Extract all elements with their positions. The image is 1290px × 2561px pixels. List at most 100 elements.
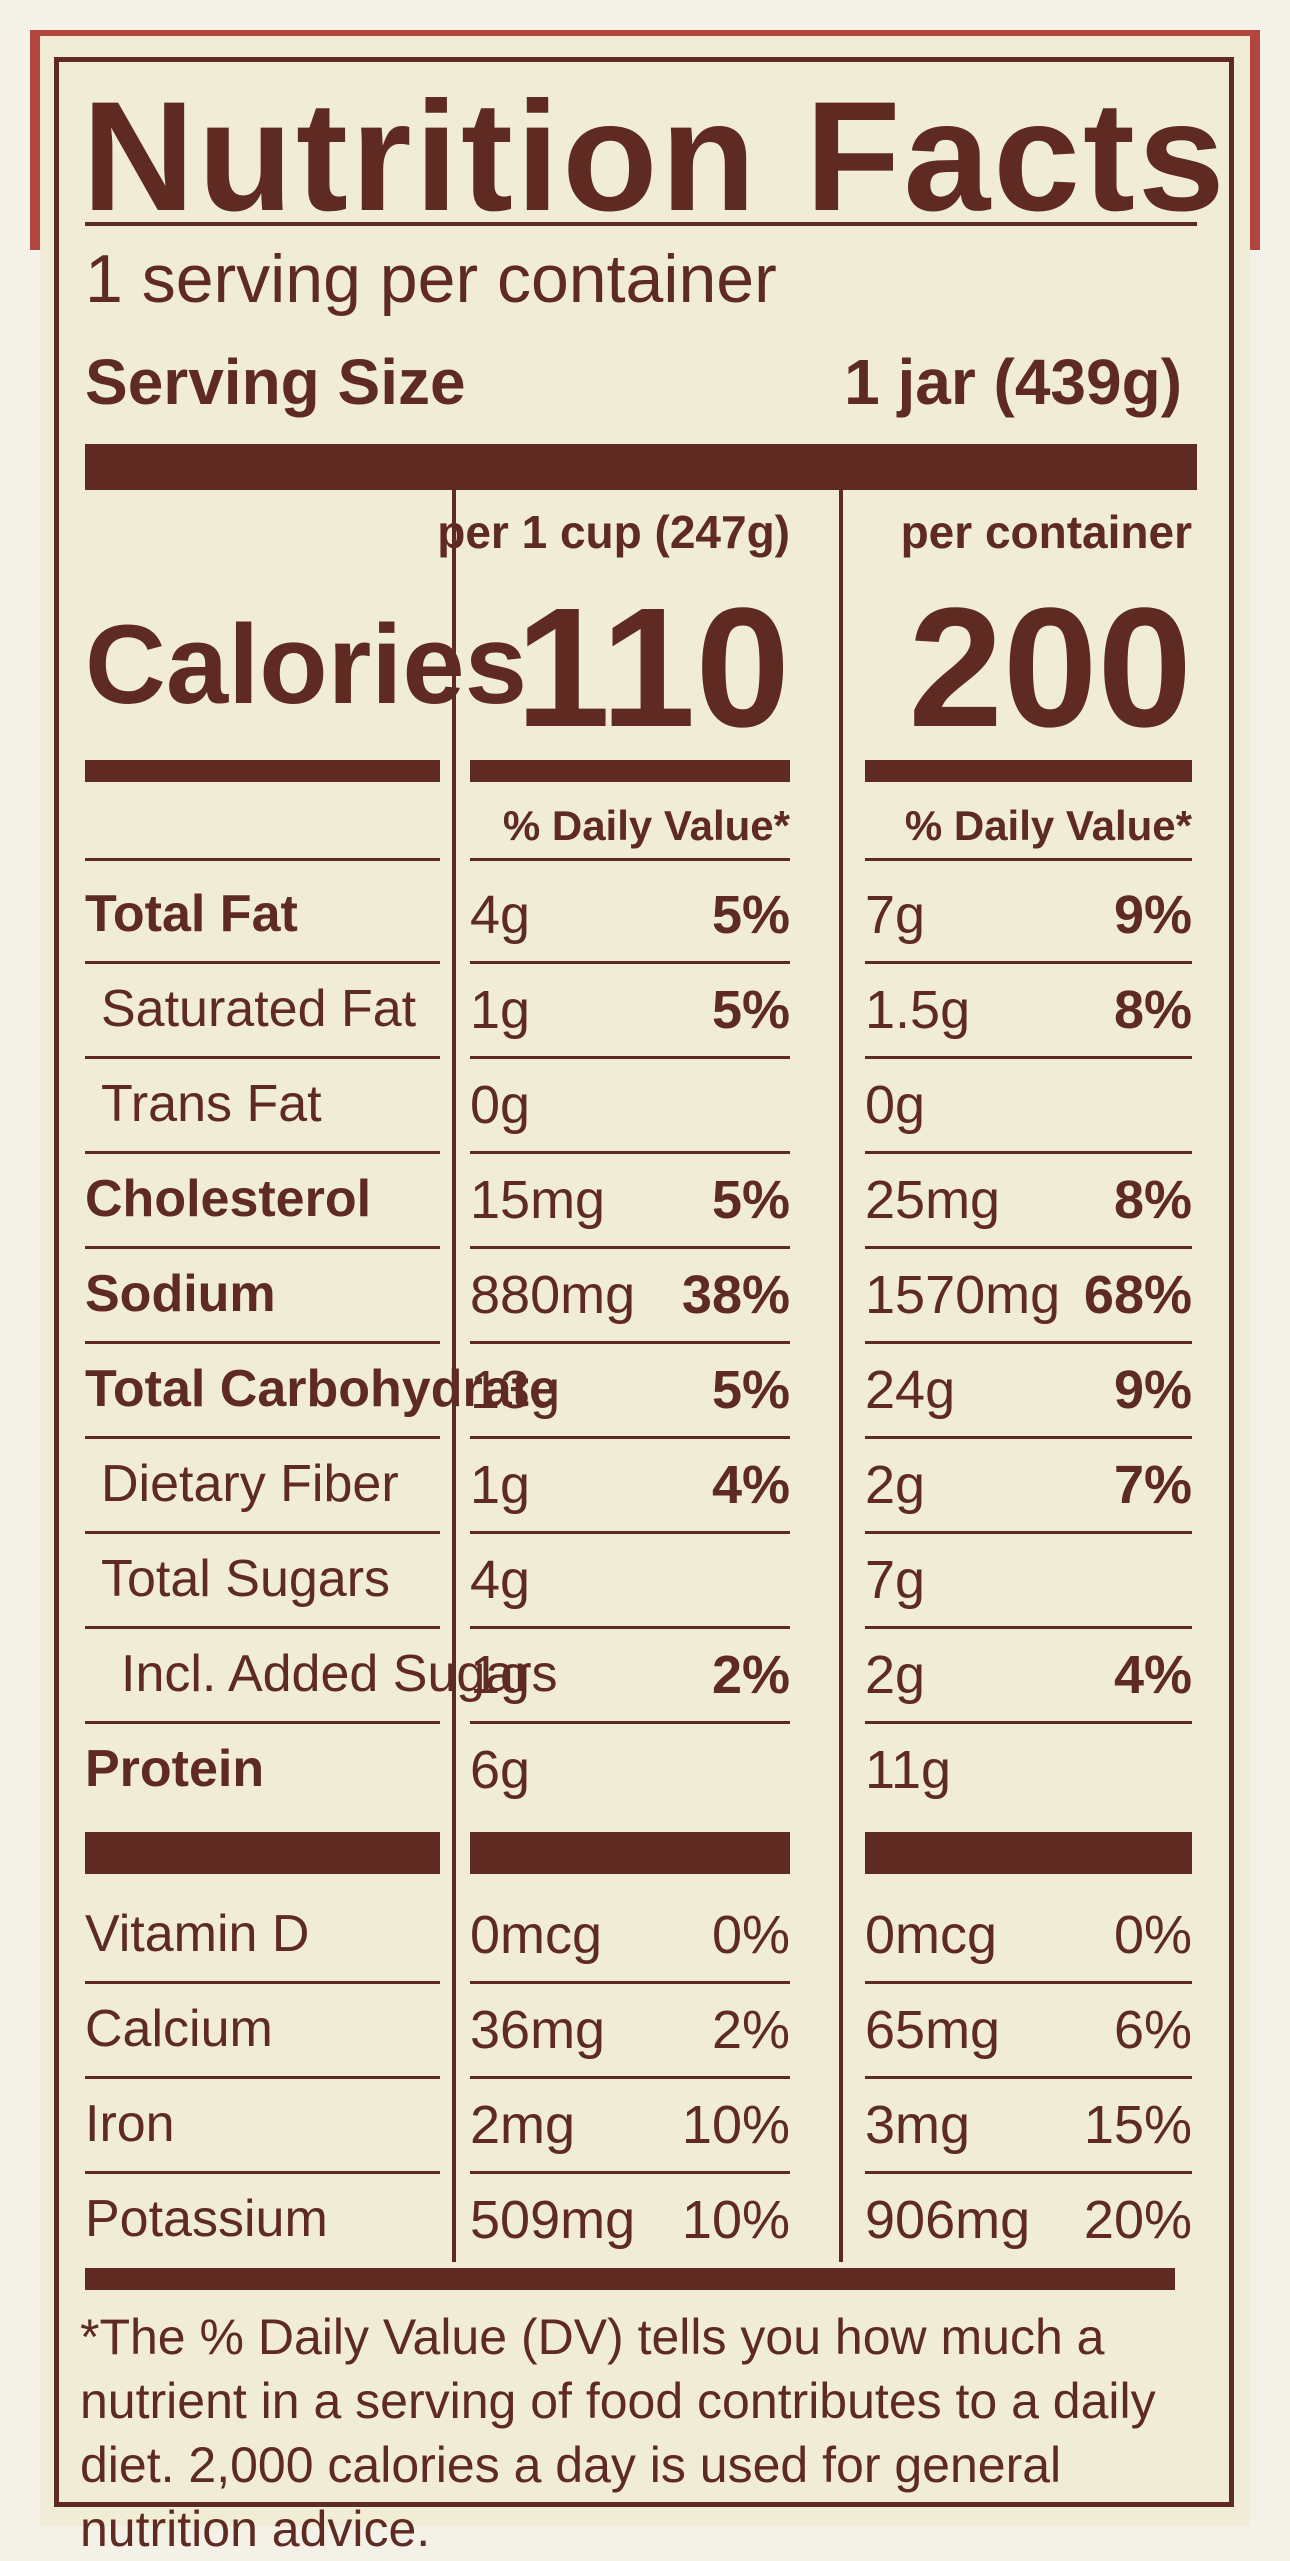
nutrient-name: Sodium [85,1265,276,1323]
daily-value: 9% [1113,885,1192,945]
row-rule [865,1626,1192,1629]
row-rule [865,1056,1192,1059]
daily-value: 4% [711,1455,790,1515]
thick-rule [470,1832,790,1874]
nutrient-name: Total Sugars [101,1550,391,1608]
daily-value: 4% [1113,1645,1192,1705]
nutrient-name: Total Fat [85,885,298,943]
calories-label: Calories [85,602,527,727]
daily-value: 0% [1113,1905,1192,1965]
amount: 24g [865,1360,956,1420]
row-rule [470,1721,790,1724]
daily-value: 68% [1083,1265,1192,1325]
amount: 0mcg [470,1905,603,1965]
row-rule [865,2171,1192,2174]
daily-value: 2% [711,1645,790,1705]
amount: 2g [865,1645,926,1705]
rule [85,222,1197,226]
daily-value: 9% [1113,1360,1192,1420]
row-rule [470,1436,790,1439]
amount: 0g [470,1075,531,1135]
amount: 6g [470,1740,531,1800]
row-rule [470,1531,790,1534]
daily-value: 20% [1083,2190,1192,2250]
title: Nutrition Facts [82,70,1228,244]
row-rule [865,1341,1192,1344]
row-rule [865,1436,1192,1439]
daily-value: 5% [711,885,790,945]
dv-header: % Daily Value* [502,802,790,849]
amount: 2g [865,1455,926,1515]
row-rule [470,1981,790,1984]
amount: 25mg [865,1170,1001,1230]
medium-rule [85,760,440,782]
daily-value: 38% [681,1265,790,1325]
row-rule [865,2076,1192,2079]
nutrient-name: Calcium [85,2000,273,2058]
serving-size-value: 1 jar (439g) [844,346,1182,418]
row-rule [865,1151,1192,1154]
calories-value: 110 [515,573,790,763]
nutrient-name: Protein [85,1740,265,1798]
amount: 7g [865,885,926,945]
daily-value: 5% [711,980,790,1040]
row-rule [470,1056,790,1059]
column-header: per container [900,506,1192,558]
row-rule [470,961,790,964]
row-rule [470,1246,790,1249]
row-rule [470,2076,790,2079]
amount: 36mg [470,2000,606,2060]
medium-rule [470,760,790,782]
medium-rule [865,760,1192,782]
row-rule [85,1341,440,1344]
amount: 1g [470,1455,531,1515]
amount: 1570mg [865,1265,1061,1325]
column-divider [452,490,456,2262]
row-rule [470,1151,790,1154]
row-rule [865,1246,1192,1249]
row-rule [865,1721,1192,1724]
label-border [54,57,1234,2507]
amount: 1g [470,1645,531,1705]
row-rule [85,1531,440,1534]
amount: 906mg [865,2190,1031,2250]
amount: 4g [470,1550,531,1610]
daily-value: 8% [1113,1170,1192,1230]
amount: 509mg [470,2190,636,2250]
amount: 3mg [865,2095,971,2155]
amount: 1.5g [865,980,971,1040]
dv-header: % Daily Value* [904,802,1192,849]
amount: 4g [470,885,531,945]
amount: 13g [470,1360,561,1420]
daily-value: 8% [1113,980,1192,1040]
footnote: *The % Daily Value (DV) tells you how mu… [80,2309,1156,2557]
calories-value: 200 [908,573,1192,763]
row-rule [865,1531,1192,1534]
row-rule [85,2076,440,2079]
thick-rule [85,2268,1175,2290]
nutrient-name: Potassium [85,2190,328,2248]
nutrient-name: Vitamin D [85,1905,310,1963]
daily-value: 2% [711,2000,790,2060]
nutrient-name: Iron [85,2095,175,2153]
nutrient-name: Incl. Added Sugars [121,1645,558,1703]
nutrient-name: Saturated Fat [101,980,417,1038]
nutrient-name: Total Carbohydrate [85,1360,558,1418]
amount: 0mcg [865,1905,998,1965]
amount: 2mg [470,2095,576,2155]
serving-size-label: Serving Size [85,346,466,418]
row-rule [85,961,440,964]
row-rule [85,1436,440,1439]
row-rule [470,1341,790,1344]
servings: 1 serving per container [85,241,777,317]
row-rule [85,1626,440,1629]
nutrient-name: Cholesterol [85,1170,372,1228]
daily-value: 7% [1113,1455,1192,1515]
daily-value: 5% [711,1170,790,1230]
nutrient-name: Dietary Fiber [101,1455,399,1513]
row-rule [470,858,790,861]
row-rule [865,1981,1192,1984]
amount: 1g [470,980,531,1040]
amount: 880mg [470,1265,636,1325]
